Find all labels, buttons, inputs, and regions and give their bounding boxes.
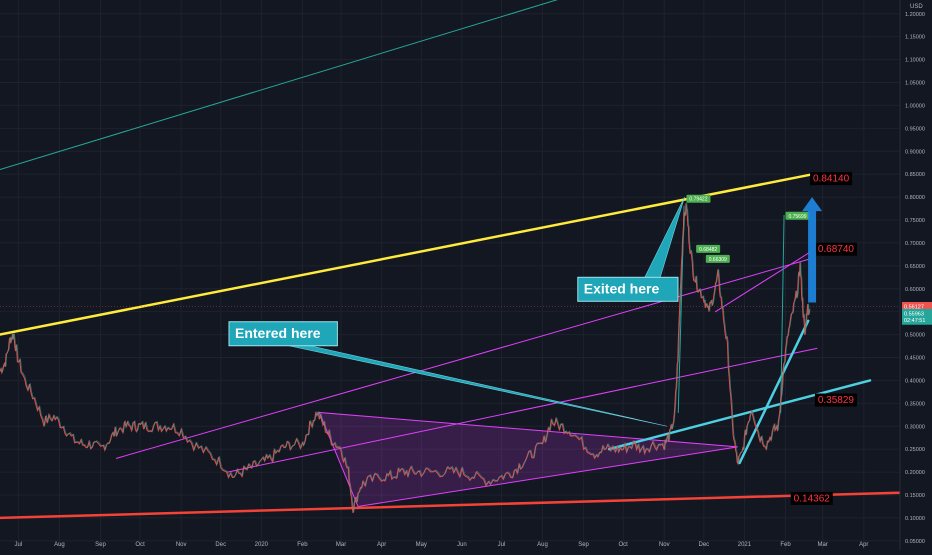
- price-tag-box: [902, 308, 932, 318]
- magenta-inner-line: [714, 251, 811, 313]
- y-tick-label: 0.70000: [905, 241, 925, 247]
- x-tick-label: Oct: [619, 542, 629, 548]
- level-label: 0.68740: [818, 244, 855, 255]
- y-tick-label: 1.05000: [905, 81, 925, 87]
- level-label-box: [814, 393, 857, 407]
- y-tick-label: 1.20000: [905, 12, 925, 18]
- x-tick-label: 2020: [255, 542, 269, 548]
- price-series-layer: [0, 202, 811, 514]
- y-axis-currency-label: USD: [910, 4, 923, 10]
- price-tag-label: 0.55963: [904, 311, 924, 317]
- peak-tag-box: [785, 211, 810, 220]
- callout-text: Entered here: [235, 325, 321, 341]
- y-tick-label: 0.95000: [905, 126, 925, 132]
- x-tick-label: Nov: [176, 542, 187, 548]
- magenta-channel-top: [115, 258, 811, 459]
- x-tick-label: Jun: [457, 542, 467, 548]
- x-tick-label: Jul: [498, 542, 506, 548]
- level-label: 0.84140: [813, 174, 850, 185]
- yellow-resistance: [0, 172, 815, 336]
- y-tick-label: 0.80000: [905, 195, 925, 201]
- cyan-steep-line: [738, 319, 810, 465]
- cyan-breakout-line: [607, 379, 872, 451]
- y-tick-label: 1.10000: [905, 58, 925, 64]
- y-tick-label: 0.75000: [905, 218, 925, 224]
- peak-tag-box: [705, 254, 730, 263]
- x-tick-label: Jul: [15, 542, 23, 548]
- level-label-box: [810, 172, 853, 186]
- teal-spike-line-2: [780, 214, 785, 413]
- x-tick-label: Mar: [336, 542, 346, 548]
- x-tick-label: Feb: [297, 542, 308, 548]
- x-tick-label: Oct: [135, 542, 145, 548]
- annotations-layer: 0.79422 0.68482 0.66309 0.75699 0.84140 0.687…: [228, 172, 857, 505]
- callout-box: [577, 276, 679, 302]
- peak-tag-box: [686, 194, 711, 203]
- y-tick-label: 0.05000: [905, 539, 925, 545]
- callout-text: Exited here: [584, 280, 660, 296]
- y-tick-label: 1.00000: [905, 103, 925, 109]
- x-tick-label: Dec: [215, 542, 226, 548]
- y-tick-label: 1.15000: [905, 35, 925, 41]
- price-tag-label: 0.56127: [904, 305, 924, 311]
- y-tick-label: 0.60000: [905, 287, 925, 293]
- x-axis[interactable]: Jul Aug Sep Oct Nov Dec 2020 Feb Mar Apr May Jun Jul…: [15, 542, 869, 548]
- y-tick-label: 0.40000: [905, 378, 925, 384]
- y-axis-panel: [900, 0, 932, 550]
- red-support: [0, 491, 902, 520]
- peak-tag-label: 0.75699: [788, 214, 806, 220]
- y-tick-label: 0.20000: [905, 470, 925, 476]
- level-label: 0.35829: [818, 395, 855, 406]
- callout-box: [228, 321, 338, 347]
- peak-tag-box: [696, 244, 721, 253]
- price-tag-box: [902, 315, 932, 325]
- y-tick-label: 0.10000: [905, 516, 925, 522]
- y-tick-label: 0.15000: [905, 493, 925, 499]
- y-tick-label: 0.90000: [905, 149, 925, 155]
- x-tick-label: Sep: [578, 542, 589, 548]
- peak-tag-label: 0.79422: [689, 197, 707, 203]
- target-up-arrow: [802, 197, 823, 303]
- y-tick-label: 0.45000: [905, 356, 925, 362]
- price-tag-label: 02:47:51: [904, 318, 925, 324]
- x-tick-label: 2021: [738, 542, 752, 548]
- y-tick-label: 0.85000: [905, 172, 925, 178]
- triangle-pattern-layer: [318, 411, 738, 508]
- x-tick-label: Nov: [659, 542, 670, 548]
- trend-lines-layer: [0, 0, 902, 520]
- y-tick-label: 0.30000: [905, 424, 925, 430]
- peak-tag-label: 0.68482: [699, 247, 717, 253]
- level-label-box: [814, 242, 857, 256]
- level-label: 0.14362: [794, 493, 831, 504]
- magenta-channel-bottom: [227, 347, 818, 473]
- y-tick-label: 0.50000: [905, 333, 925, 339]
- x-tick-label: Dec: [699, 542, 710, 548]
- y-tick-label: 0.25000: [905, 447, 925, 453]
- level-label-box: [790, 491, 833, 505]
- x-tick-label: Aug: [54, 542, 65, 548]
- y-tick-label: 0.35000: [905, 401, 925, 407]
- price-tag-box: [902, 302, 932, 312]
- x-tick-label: Apr: [377, 542, 386, 548]
- x-tick-label: Sep: [95, 542, 106, 548]
- teal-upper-channel: [0, 0, 558, 171]
- grid: [0, 0, 900, 550]
- y-axis[interactable]: USD 1.20000 1.15000 1.10000 1.05000 1.00000 0…: [899, 0, 932, 550]
- price-series-line-overlay: [0, 202, 811, 513]
- x-tick-label: Aug: [537, 542, 548, 548]
- triangle-pattern: [318, 411, 738, 508]
- x-tick-label: May: [416, 542, 427, 548]
- x-tick-label: Mar: [818, 542, 828, 548]
- y-tick-label: 0.65000: [905, 264, 925, 270]
- x-tick-label: Feb: [780, 542, 791, 548]
- peak-tag-label: 0.66309: [709, 257, 727, 263]
- x-tick-label: Apr: [859, 542, 868, 548]
